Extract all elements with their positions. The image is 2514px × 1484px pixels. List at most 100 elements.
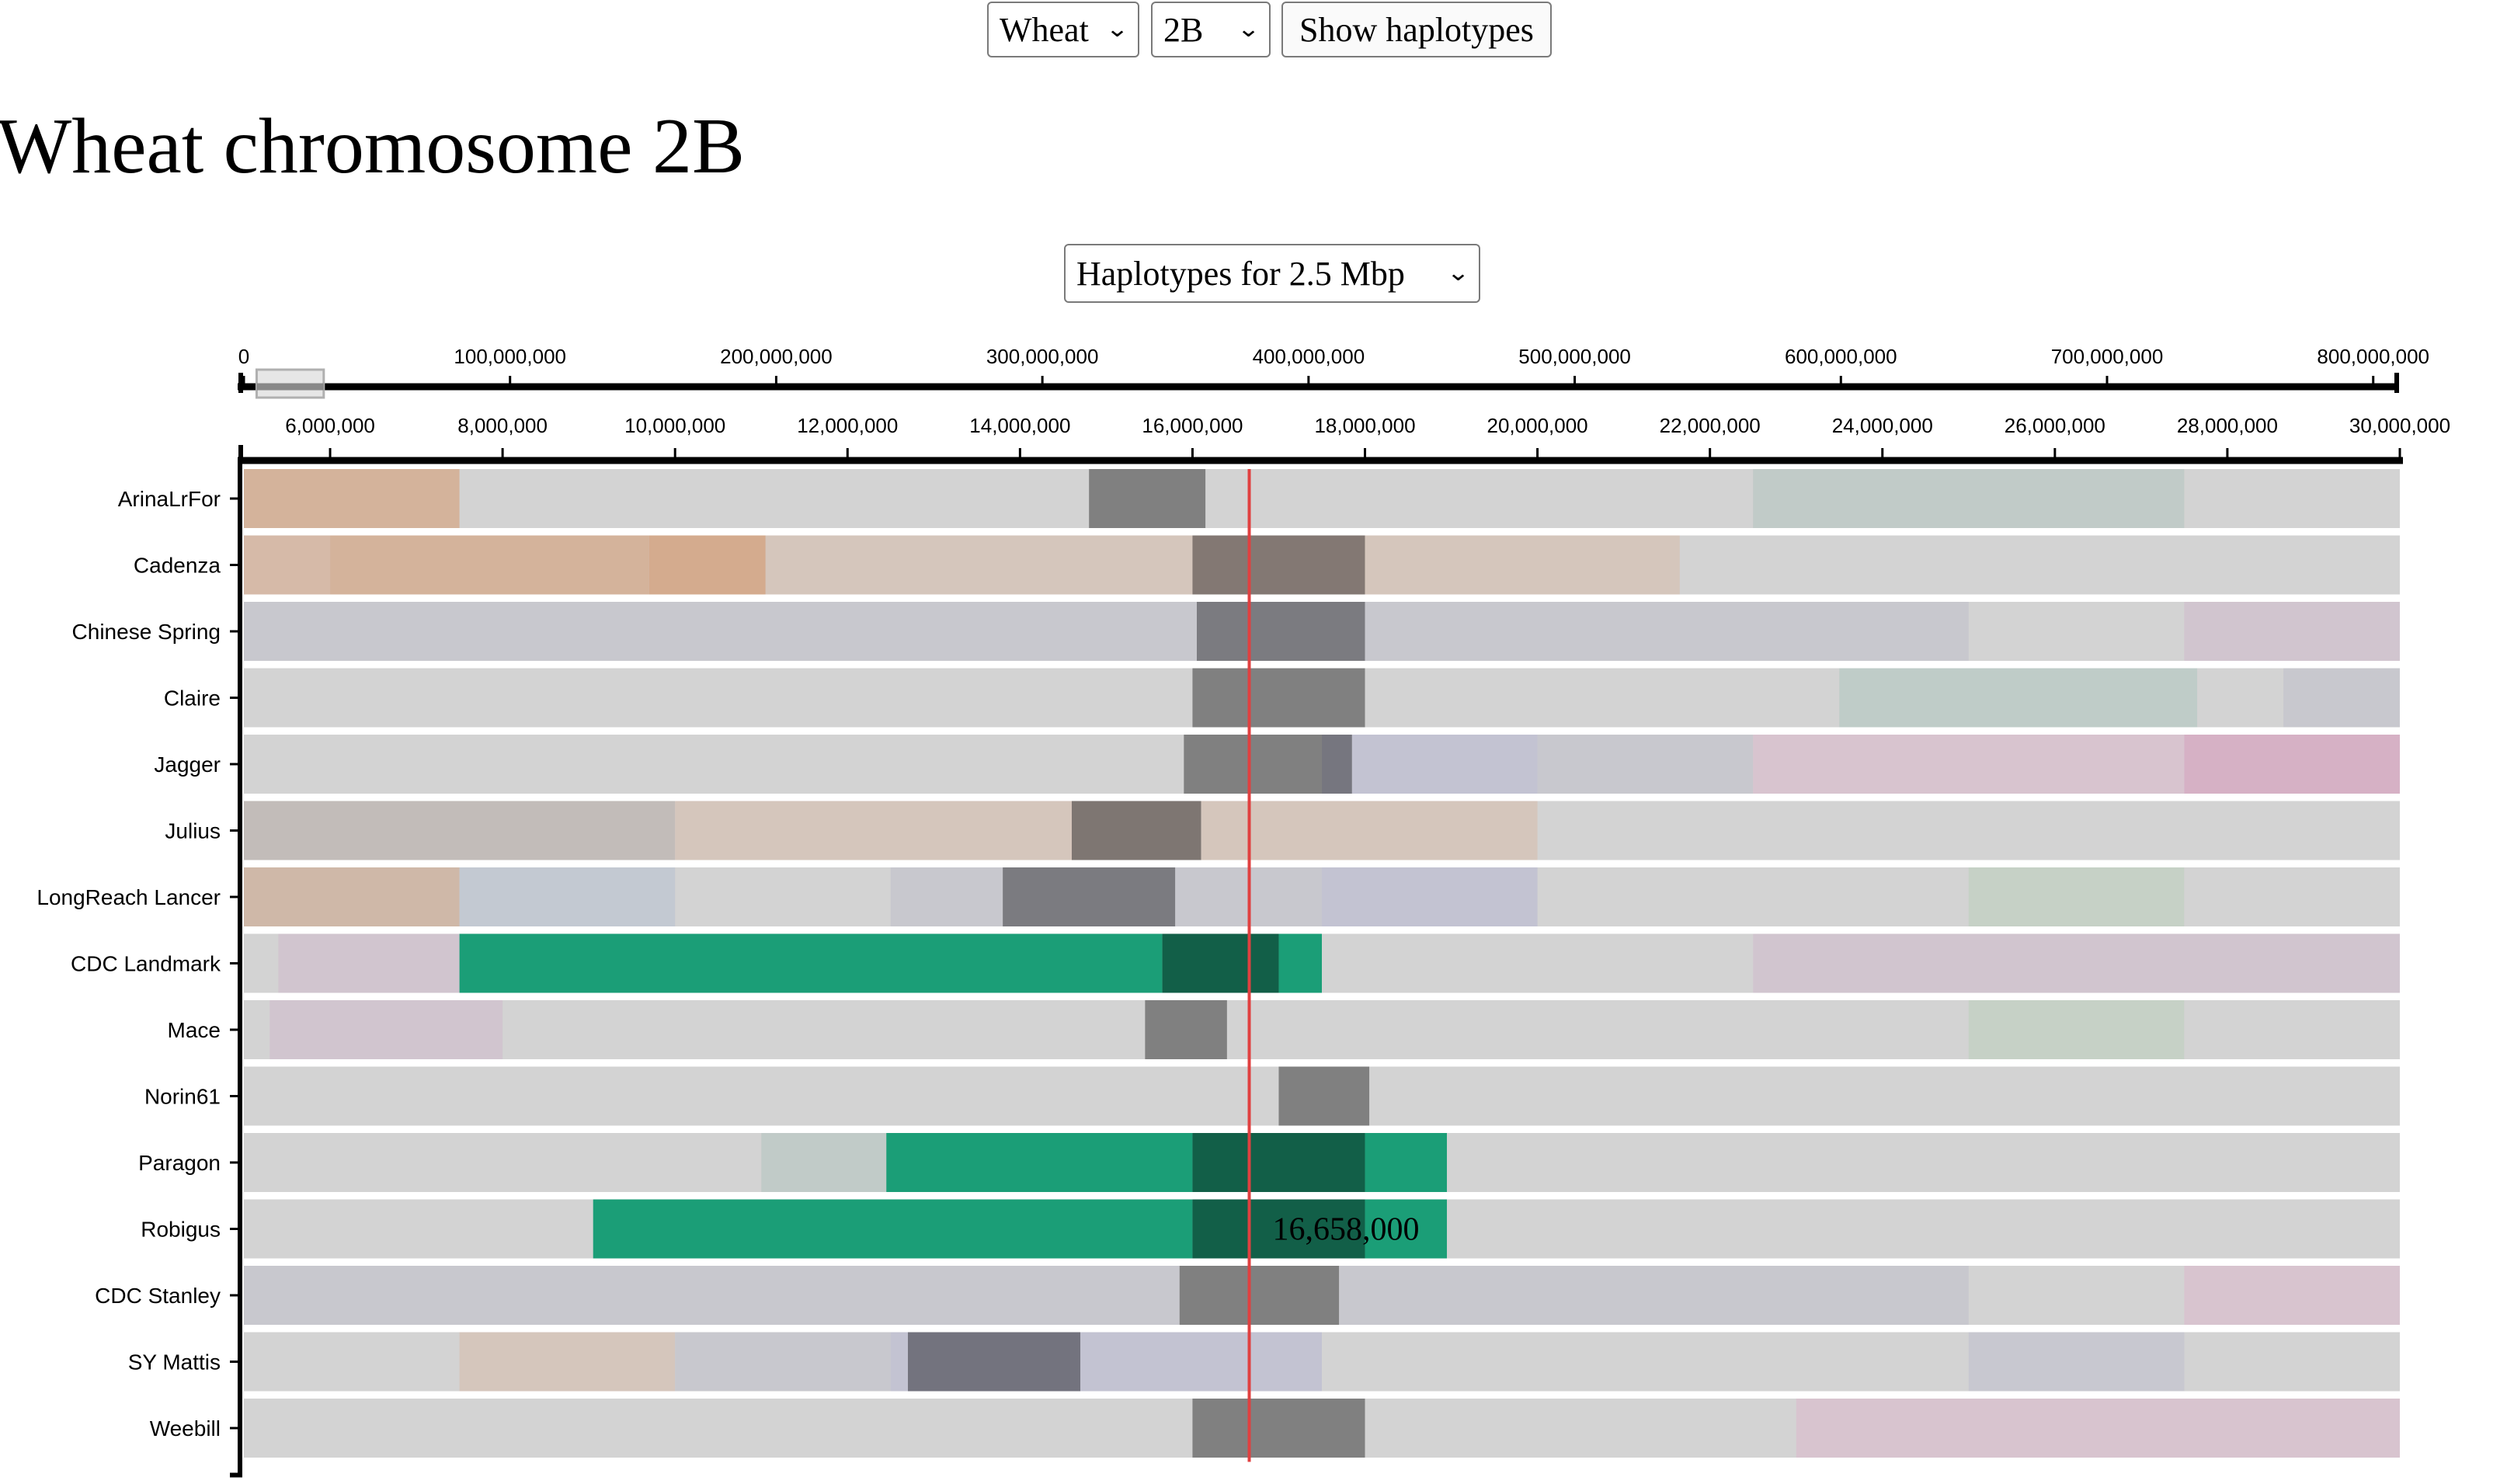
haplotype-block[interactable] [244, 801, 676, 860]
haplotype-block[interactable] [648, 535, 766, 595]
haplotype-block[interactable] [1003, 867, 1176, 926]
zoom-axis: 6,000,000 8,000,000 10,000,000 12,000,000 14… [238, 414, 2450, 464]
haplotype-block[interactable] [1080, 1332, 1322, 1392]
haplotype-block[interactable] [2184, 602, 2400, 661]
haplotype-row[interactable]: Jagger [154, 735, 2400, 794]
haplotype-block[interactable] [1278, 1066, 1370, 1126]
haplotype-block[interactable] [1537, 735, 1754, 794]
haplotype-size-select-value: Haplotypes for 2.5 Mbp [1076, 254, 1405, 293]
haplotype-block[interactable] [1322, 735, 1352, 794]
haplotype-row[interactable]: SY Mattis [128, 1332, 2400, 1392]
row-label: Mace [168, 1018, 221, 1042]
haplotype-block[interactable] [1365, 1199, 1448, 1259]
haplotype-block[interactable] [244, 602, 1197, 661]
haplotype-row[interactable]: Chinese Spring [72, 602, 2400, 661]
overview-tick-label: 600,000,000 [1785, 345, 1897, 368]
haplotype-block[interactable] [1201, 801, 1538, 860]
overview-tick-label: 200,000,000 [720, 345, 833, 368]
row-label: Jagger [154, 752, 221, 777]
haplotype-block[interactable] [1192, 1199, 1365, 1259]
haplotype-block[interactable] [765, 535, 1193, 595]
haplotype-row[interactable]: CDC Stanley [95, 1266, 2400, 1325]
haplotype-block[interactable] [890, 1332, 909, 1392]
haplotype-row[interactable]: Cadenza [134, 535, 2400, 595]
haplotype-block[interactable] [1365, 535, 1680, 595]
haplotype-block[interactable] [1192, 668, 1365, 728]
haplotype-block[interactable] [761, 1133, 887, 1192]
haplotype-block[interactable] [1192, 535, 1365, 595]
haplotype-block[interactable] [1322, 867, 1538, 926]
haplotype-row[interactable]: LongReach Lancer [37, 867, 2400, 926]
haplotype-block[interactable] [908, 1332, 1081, 1392]
haplotype-block[interactable] [1753, 469, 2185, 528]
haplotype-block[interactable] [1351, 735, 1538, 794]
haplotype-block[interactable] [1278, 933, 1322, 993]
haplotype-block[interactable] [1196, 602, 1365, 661]
haplotype-block[interactable] [459, 1332, 676, 1392]
haplotype-block[interactable] [1365, 602, 1969, 661]
row-label: CDC Stanley [95, 1284, 221, 1308]
haplotype-block[interactable] [1184, 735, 1322, 794]
haplotype-row[interactable]: Mace [168, 1000, 2400, 1059]
zoom-tick-label: 30,000,000 [2349, 414, 2450, 437]
haplotype-block[interactable] [459, 867, 676, 926]
haplotype-block[interactable] [244, 469, 460, 528]
haplotype-block[interactable] [278, 933, 460, 993]
species-select[interactable]: Wheat ⌄ [987, 2, 1139, 57]
haplotype-block[interactable] [1179, 1266, 1340, 1325]
haplotype-row[interactable]: Norin61 [144, 1066, 2400, 1126]
haplotype-block[interactable] [2184, 1266, 2400, 1325]
haplotype-block[interactable] [330, 535, 649, 595]
zoom-tick-label: 12,000,000 [797, 414, 898, 437]
show-haplotypes-button[interactable]: Show haplotypes [1281, 2, 1552, 57]
controls-bar: Wheat ⌄ 2B ⌄ Show haplotypes [0, 0, 2514, 64]
haplotype-block[interactable] [244, 535, 331, 595]
haplotype-block[interactable] [1162, 933, 1279, 993]
haplotype-block[interactable] [593, 1199, 1193, 1259]
haplotype-row[interactable]: CDC Landmark [71, 933, 2400, 993]
haplotype-block[interactable] [1089, 469, 1206, 528]
haplotype-block[interactable] [886, 1133, 1193, 1192]
haplotype-block[interactable] [1839, 668, 2198, 728]
haplotype-row[interactable]: Julius [165, 801, 2400, 860]
chromosome-select-value: 2B [1163, 10, 1204, 49]
haplotype-block[interactable] [2184, 735, 2400, 794]
overview-axis[interactable]: 0 100,000,000 200,000,000 300,000,000 400,00… [238, 345, 2429, 399]
haplotype-block[interactable] [1071, 801, 1201, 860]
chevron-down-icon: ⌄ [1446, 259, 1470, 287]
row-label: LongReach Lancer [37, 885, 221, 909]
haplotype-block[interactable] [1968, 1332, 2185, 1392]
cursor-position-label: 16,658,000 [1273, 1212, 1420, 1248]
haplotype-block[interactable] [1145, 1000, 1227, 1059]
chromosome-select[interactable]: 2B ⌄ [1151, 2, 1271, 57]
haplotype-row[interactable]: Robigus [141, 1199, 2400, 1259]
haplotype-block[interactable] [244, 867, 460, 926]
haplotype-block[interactable] [244, 1266, 1180, 1325]
haplotype-block[interactable] [675, 801, 1072, 860]
haplotype-block[interactable] [890, 867, 1003, 926]
haplotype-block[interactable] [2283, 668, 2400, 728]
zoom-tick-label: 24,000,000 [1832, 414, 1933, 437]
haplotype-block[interactable] [1192, 1399, 1365, 1458]
row-label: SY Mattis [128, 1350, 221, 1375]
haplotype-row[interactable]: Claire [164, 668, 2400, 728]
haplotype-block[interactable] [1753, 735, 2185, 794]
overview-tick-label: 100,000,000 [454, 345, 566, 368]
haplotype-block[interactable] [1365, 1133, 1448, 1192]
haplotype-rows: ArinaLrFor Cadenza Chinese Spring Claire Jag… [37, 460, 2400, 1478]
haplotype-block[interactable] [1192, 1133, 1365, 1192]
haplotype-row[interactable]: Weebill [150, 1399, 2400, 1458]
haplotype-block[interactable] [1968, 1000, 2185, 1059]
haplotype-block[interactable] [1339, 1266, 1969, 1325]
zoom-tick-label: 22,000,000 [1660, 414, 1761, 437]
haplotype-block[interactable] [1796, 1399, 2400, 1458]
haplotype-block[interactable] [1968, 867, 2185, 926]
haplotype-block[interactable] [675, 1332, 891, 1392]
haplotype-block[interactable] [269, 1000, 503, 1059]
haplotype-size-select[interactable]: Haplotypes for 2.5 Mbp ⌄ [1064, 244, 1480, 303]
haplotype-block[interactable] [459, 933, 1163, 993]
haplotype-block[interactable] [1753, 933, 2400, 993]
haplotype-row[interactable]: ArinaLrFor [118, 469, 2400, 528]
haplotype-row[interactable]: Paragon [138, 1133, 2400, 1192]
